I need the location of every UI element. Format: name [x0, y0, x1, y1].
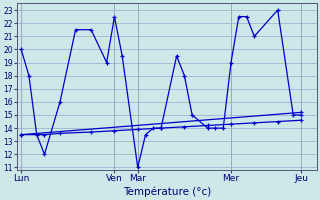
X-axis label: Température (°c): Température (°c): [123, 186, 211, 197]
